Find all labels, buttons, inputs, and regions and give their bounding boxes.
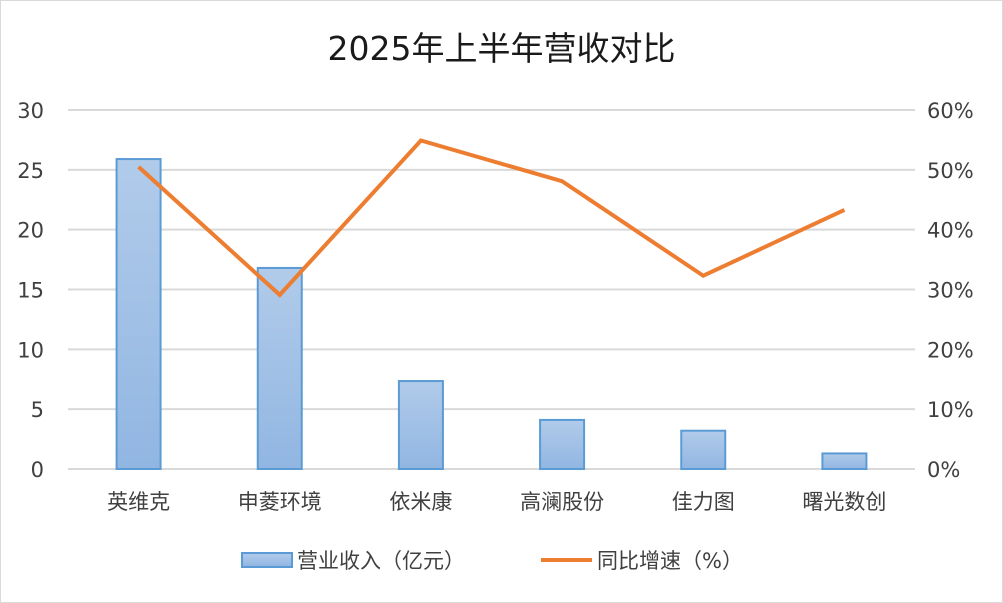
- category-label: 佳力图: [672, 490, 735, 514]
- category-label: 曙光数创: [802, 490, 886, 514]
- legend-bar-label: 营业收入（亿元）: [297, 549, 465, 573]
- right-tick-label: 20%: [927, 338, 974, 362]
- right-tick-label: 30%: [927, 279, 974, 303]
- bar: [680, 429, 727, 470]
- category-label: 依米康: [389, 490, 452, 514]
- line-series: [137, 138, 846, 298]
- left-tick-label: 10: [17, 338, 44, 362]
- right-tick-label: 0%: [927, 458, 960, 482]
- left-tick-label: 30: [17, 99, 44, 123]
- left-axis-ticks: 0 5 10 15 20 25 30: [17, 99, 44, 482]
- right-tick-label: 10%: [927, 398, 974, 422]
- gridlines: [68, 109, 915, 470]
- left-tick-label: 5: [31, 398, 44, 422]
- bar-series: [115, 158, 868, 471]
- bar: [821, 452, 868, 470]
- bar: [397, 380, 444, 471]
- category-label: 高澜股份: [520, 490, 604, 514]
- category-label: 英维克: [107, 490, 170, 514]
- right-tick-label: 50%: [927, 159, 974, 183]
- category-label: 申菱环境: [238, 490, 322, 514]
- bar: [256, 266, 303, 470]
- legend-line-label: 同比增速（%）: [597, 549, 743, 573]
- left-tick-label: 20: [17, 219, 44, 243]
- left-tick-label: 25: [17, 159, 44, 183]
- right-tick-label: 60%: [927, 99, 974, 123]
- left-tick-label: 0: [31, 458, 44, 482]
- legend-bar-swatch: [241, 552, 293, 568]
- bar: [539, 418, 586, 471]
- right-tick-label: 40%: [927, 219, 974, 243]
- right-axis-ticks: 0% 10% 20% 30% 40% 50% 60%: [927, 99, 974, 482]
- bar: [115, 158, 162, 471]
- left-tick-label: 15: [17, 279, 44, 303]
- legend: 营业收入（亿元） 同比增速（%）: [241, 549, 743, 573]
- chart-title: 2025年上半年营收对比: [327, 29, 676, 68]
- category-labels: 英维克 申菱环境 依米康 高澜股份 佳力图 曙光数创: [107, 490, 886, 514]
